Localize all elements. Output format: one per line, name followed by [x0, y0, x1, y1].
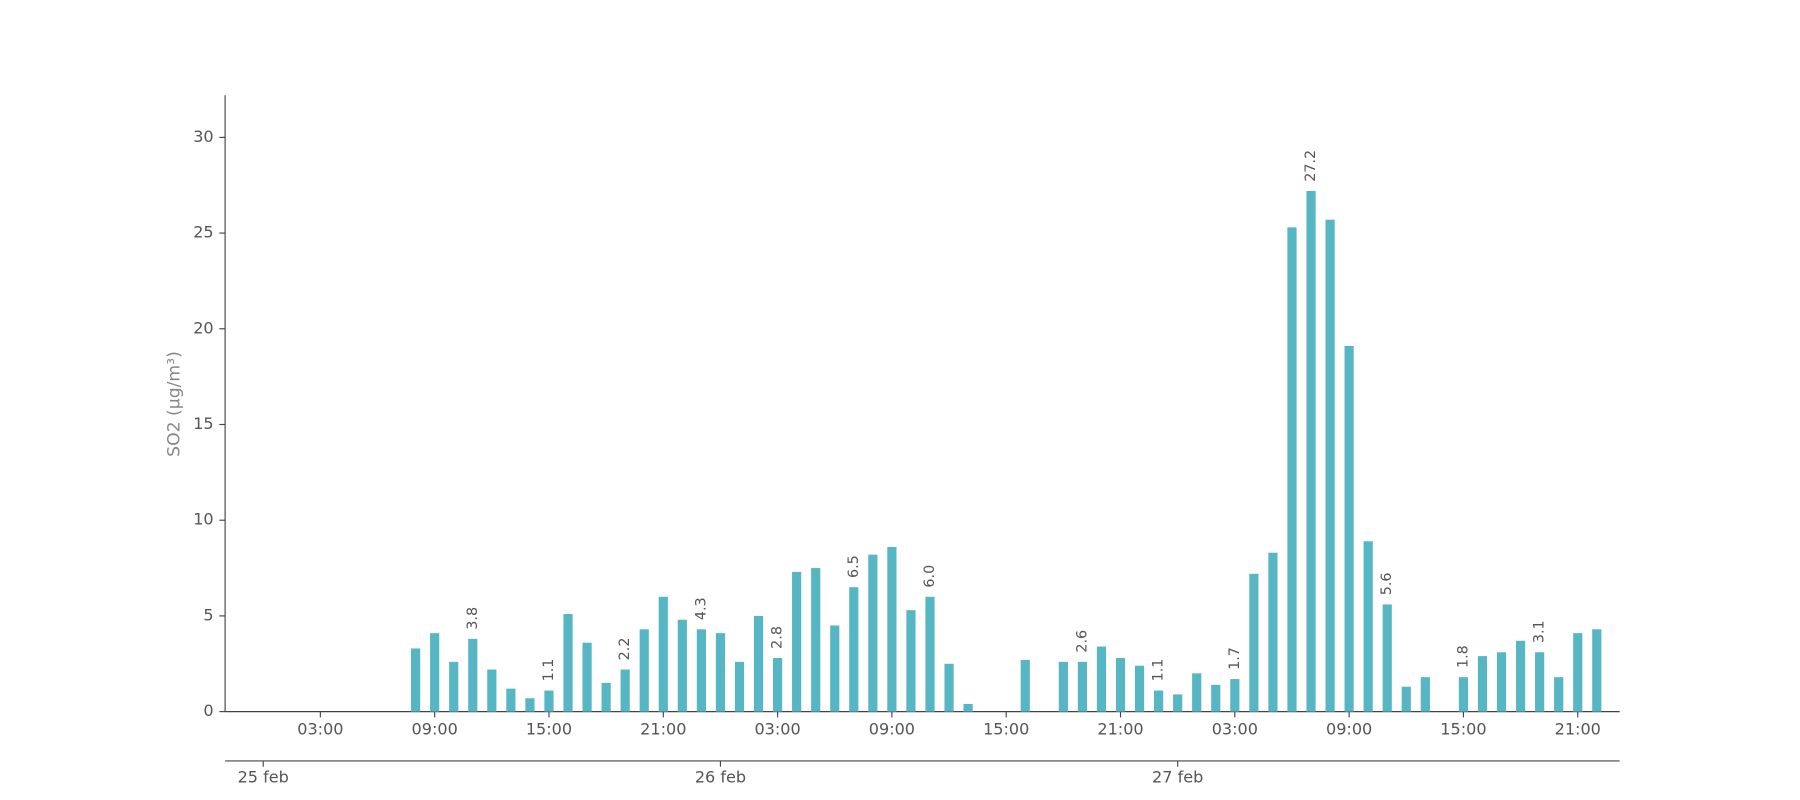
- bar: [1249, 573, 1259, 712]
- bar: [753, 615, 764, 712]
- value-label: 6.5: [846, 555, 862, 578]
- bar: [1477, 656, 1488, 712]
- bar: [1211, 684, 1221, 712]
- value-label: 2.6: [1074, 630, 1090, 653]
- bar: [1401, 686, 1411, 712]
- value-label: 1.1: [1151, 659, 1167, 682]
- bar: [1535, 652, 1545, 712]
- bar: [1230, 679, 1240, 712]
- value-label: 6.0: [922, 565, 938, 588]
- bar: [544, 690, 554, 712]
- bar: [849, 587, 859, 712]
- y-tick-label: 25: [193, 223, 213, 242]
- bar: [487, 669, 497, 712]
- y-tick-label: 15: [193, 414, 213, 433]
- bar: [1096, 646, 1107, 712]
- bar: [1020, 659, 1030, 712]
- date-tick-label: 26 feb: [695, 768, 746, 787]
- bar: [963, 703, 973, 712]
- value-label: 1.1: [541, 659, 557, 682]
- bar: [563, 613, 573, 712]
- bar: [620, 669, 630, 712]
- value-label: 2.2: [617, 638, 633, 661]
- bar: [1306, 190, 1316, 712]
- date-tick-label: 25 feb: [238, 768, 289, 787]
- bar: [1592, 629, 1602, 712]
- y-tick-label: 30: [193, 127, 213, 146]
- bar: [658, 596, 668, 712]
- bar: [906, 610, 916, 712]
- x-tick-label: 21:00: [1555, 719, 1601, 738]
- x-tick-label: 15:00: [526, 719, 572, 738]
- x-tick-label: 09:00: [412, 719, 458, 738]
- bar: [696, 629, 706, 712]
- bar: [449, 661, 459, 712]
- bar: [773, 658, 783, 712]
- value-label: 4.3: [693, 597, 709, 620]
- bar: [1363, 541, 1373, 712]
- bar: [601, 682, 611, 712]
- bar: [582, 642, 592, 712]
- x-tick-label: 03:00: [1212, 719, 1258, 738]
- bar: [1134, 665, 1145, 712]
- bar: [925, 596, 935, 712]
- date-tick-label: 27 feb: [1152, 768, 1203, 787]
- bar: [1268, 552, 1278, 712]
- bar: [1154, 690, 1164, 712]
- y-tick-label: 0: [203, 701, 213, 720]
- x-tick-label: 03:00: [297, 719, 343, 738]
- bar: [525, 698, 535, 712]
- bar: [944, 663, 954, 712]
- bar: [639, 629, 649, 712]
- value-label: 1.7: [1227, 647, 1243, 670]
- bar: [1173, 694, 1183, 712]
- bar: [830, 625, 840, 712]
- bar: [1344, 346, 1354, 712]
- bar: [1554, 677, 1564, 712]
- value-label: 2.8: [770, 626, 786, 649]
- bar: [887, 547, 897, 712]
- value-label: 5.6: [1379, 572, 1395, 595]
- x-tick-label: 21:00: [640, 719, 686, 738]
- x-tick-label: 15:00: [983, 719, 1029, 738]
- bar: [734, 661, 745, 712]
- bar: [1515, 640, 1526, 712]
- bar: [715, 633, 726, 712]
- bar: [411, 648, 421, 712]
- y-tick-label: 10: [193, 510, 213, 529]
- y-tick-label: 5: [203, 605, 213, 624]
- bar: [1382, 604, 1392, 712]
- bar: [430, 633, 440, 712]
- bar: [468, 638, 478, 712]
- x-tick-label: 21:00: [1097, 719, 1143, 738]
- value-label: 3.8: [465, 607, 481, 630]
- bar: [1192, 673, 1202, 712]
- bar: [1573, 633, 1583, 712]
- value-label: 27.2: [1303, 150, 1319, 182]
- bar: [811, 568, 821, 712]
- bar: [1058, 661, 1068, 712]
- y-tick-label: 20: [193, 318, 213, 337]
- bar: [868, 554, 878, 712]
- x-tick-label: 09:00: [1326, 719, 1372, 738]
- value-label: 1.8: [1455, 645, 1471, 668]
- bar: [506, 688, 516, 712]
- x-tick-label: 03:00: [754, 719, 800, 738]
- bar: [1115, 658, 1126, 712]
- x-tick-label: 09:00: [869, 719, 915, 738]
- bar: [677, 619, 687, 712]
- value-label: 3.1: [1532, 620, 1548, 643]
- y-axis-label: SO2 (μg/m³): [165, 351, 185, 457]
- bar: [1496, 652, 1507, 712]
- bar: [1325, 219, 1335, 712]
- bar: [1287, 227, 1297, 712]
- bar: [1077, 661, 1088, 712]
- bar: [1458, 677, 1469, 712]
- bar: [792, 571, 802, 712]
- bar: [1420, 677, 1430, 712]
- x-tick-label: 15:00: [1440, 719, 1486, 738]
